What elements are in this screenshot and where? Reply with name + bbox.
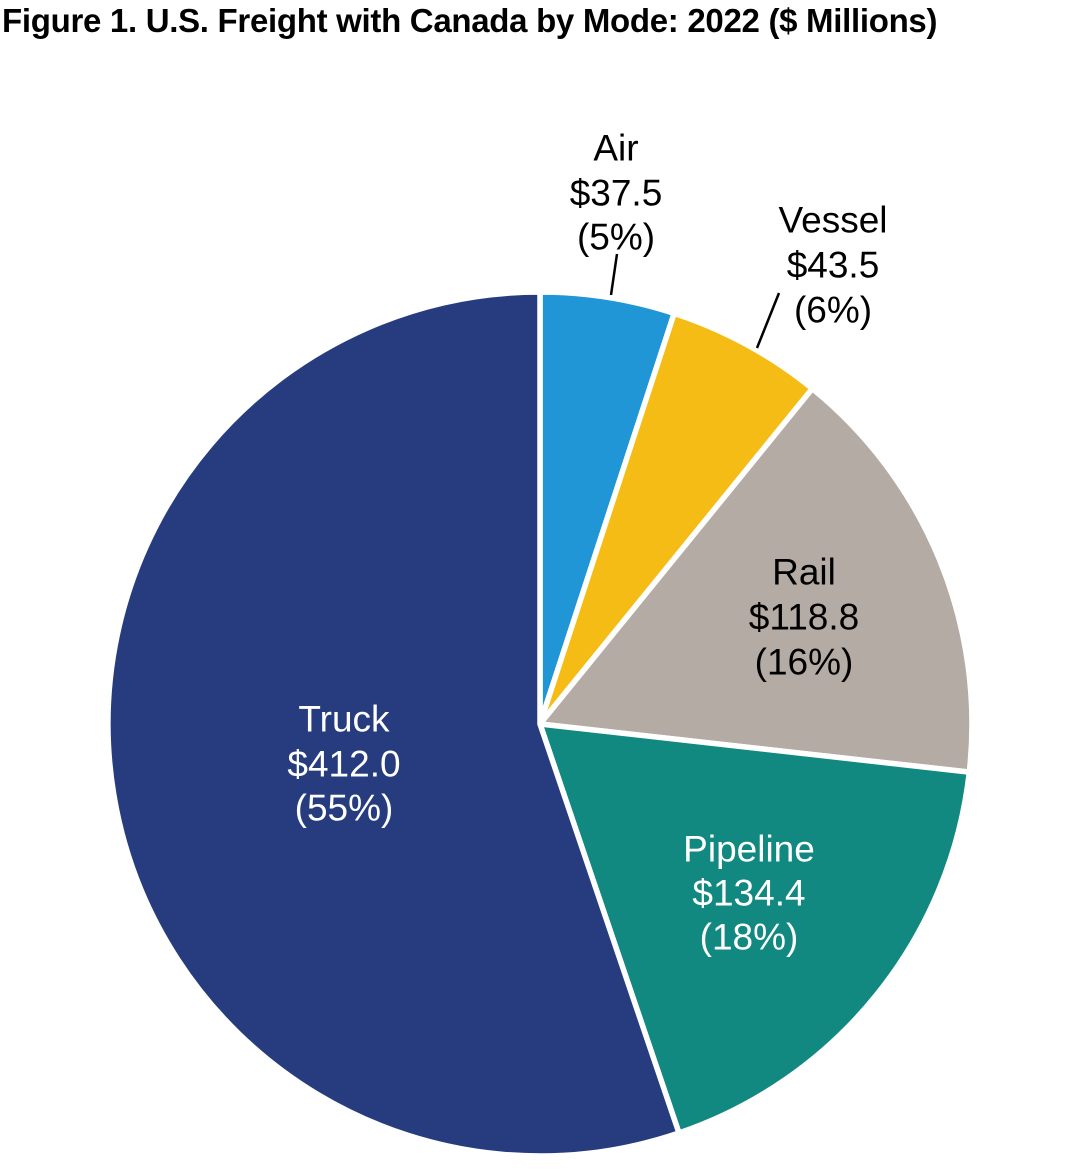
pie-slice-pipeline <box>536 720 973 1137</box>
truck-label-value: $412.0 <box>287 744 400 785</box>
pipeline-label-name: Pipeline <box>683 829 815 870</box>
pie-label-vessel: Vessel$43.5(6%) <box>778 200 887 331</box>
rail-label-value: $118.8 <box>749 597 859 638</box>
air-leader-line <box>609 253 619 296</box>
rail-label-name: Rail <box>772 552 836 593</box>
pie-label-rail: Rail$118.8(16%) <box>749 552 859 683</box>
pipeline-label-percent: (18%) <box>700 917 799 958</box>
pie-slice-rail <box>534 384 975 776</box>
vessel-label-percent: (6%) <box>794 290 872 331</box>
pie-label-truck: Truck$412.0(55%) <box>287 699 400 829</box>
rail-label-percent: (16%) <box>755 642 854 683</box>
pie-slice-truck <box>105 289 683 1159</box>
vessel-label-name: Vessel <box>778 200 887 241</box>
pie-label-pipeline: Pipeline$134.4(18%) <box>683 829 815 958</box>
vessel-label-value: $43.5 <box>787 245 880 286</box>
truck-label-percent: (55%) <box>295 788 394 829</box>
air-label-percent: (5%) <box>577 217 655 258</box>
pie-slice-vessel <box>537 309 817 726</box>
pipeline-label-value: $134.4 <box>692 873 805 914</box>
air-label-value: $37.5 <box>570 173 663 214</box>
pie-label-air: Air$37.5(5%) <box>570 128 663 258</box>
figure-title: Figure 1. U.S. Freight with Canada by Mo… <box>2 2 938 39</box>
air-label-name: Air <box>593 128 638 169</box>
vessel-leader-line <box>755 292 781 349</box>
truck-label-name: Truck <box>298 699 390 740</box>
